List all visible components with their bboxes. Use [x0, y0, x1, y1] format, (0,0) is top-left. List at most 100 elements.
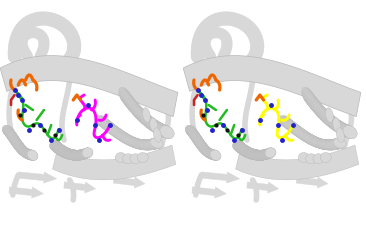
- Ellipse shape: [62, 148, 73, 158]
- Ellipse shape: [115, 152, 126, 162]
- Ellipse shape: [313, 138, 325, 148]
- Ellipse shape: [281, 118, 294, 128]
- Ellipse shape: [9, 134, 20, 145]
- Ellipse shape: [150, 138, 163, 148]
- Ellipse shape: [199, 144, 210, 155]
- Ellipse shape: [307, 136, 320, 146]
- Ellipse shape: [142, 114, 155, 129]
- Ellipse shape: [287, 123, 300, 133]
- Ellipse shape: [283, 120, 296, 130]
- Ellipse shape: [254, 150, 265, 160]
- Ellipse shape: [102, 122, 115, 132]
- Ellipse shape: [233, 141, 244, 151]
- Ellipse shape: [257, 150, 268, 160]
- Ellipse shape: [203, 147, 213, 158]
- Ellipse shape: [78, 149, 89, 160]
- Ellipse shape: [292, 126, 305, 137]
- Ellipse shape: [185, 125, 196, 136]
- Ellipse shape: [77, 150, 88, 160]
- Ellipse shape: [307, 136, 319, 146]
- Ellipse shape: [144, 140, 157, 150]
- Ellipse shape: [236, 143, 247, 153]
- Ellipse shape: [148, 119, 162, 133]
- Ellipse shape: [341, 125, 355, 138]
- Ellipse shape: [259, 150, 270, 160]
- Ellipse shape: [50, 140, 61, 150]
- Ellipse shape: [82, 148, 93, 158]
- Ellipse shape: [139, 140, 152, 150]
- Ellipse shape: [62, 148, 73, 158]
- Ellipse shape: [122, 92, 134, 108]
- Ellipse shape: [9, 134, 19, 144]
- Ellipse shape: [80, 148, 91, 158]
- Ellipse shape: [186, 126, 197, 136]
- Ellipse shape: [194, 138, 205, 148]
- Polygon shape: [53, 145, 176, 180]
- Ellipse shape: [125, 96, 137, 112]
- Ellipse shape: [258, 150, 269, 160]
- Ellipse shape: [310, 137, 323, 147]
- Ellipse shape: [23, 149, 34, 160]
- Ellipse shape: [328, 140, 341, 150]
- Ellipse shape: [69, 150, 80, 160]
- Ellipse shape: [243, 148, 254, 158]
- Ellipse shape: [95, 116, 108, 126]
- Ellipse shape: [194, 138, 205, 148]
- Ellipse shape: [27, 150, 38, 160]
- Ellipse shape: [4, 128, 15, 138]
- Ellipse shape: [239, 146, 250, 156]
- Ellipse shape: [253, 150, 264, 160]
- Ellipse shape: [303, 90, 315, 106]
- Ellipse shape: [128, 100, 141, 116]
- Ellipse shape: [128, 138, 141, 148]
- Ellipse shape: [129, 138, 142, 148]
- Ellipse shape: [333, 118, 341, 132]
- FancyArrow shape: [247, 182, 279, 193]
- Ellipse shape: [6, 130, 17, 140]
- Ellipse shape: [312, 138, 325, 148]
- Ellipse shape: [19, 146, 29, 157]
- Ellipse shape: [190, 131, 201, 141]
- Ellipse shape: [251, 150, 262, 160]
- Ellipse shape: [198, 143, 209, 154]
- Ellipse shape: [10, 135, 20, 145]
- Ellipse shape: [207, 150, 218, 160]
- Ellipse shape: [204, 148, 215, 158]
- Ellipse shape: [197, 142, 208, 152]
- Ellipse shape: [7, 132, 18, 142]
- Ellipse shape: [245, 148, 256, 158]
- Ellipse shape: [125, 136, 138, 146]
- Ellipse shape: [149, 138, 161, 149]
- Ellipse shape: [333, 138, 345, 148]
- Ellipse shape: [251, 150, 262, 160]
- Ellipse shape: [310, 98, 323, 115]
- Ellipse shape: [59, 147, 70, 157]
- Ellipse shape: [189, 130, 200, 140]
- Ellipse shape: [51, 141, 61, 151]
- Ellipse shape: [158, 125, 173, 138]
- Ellipse shape: [209, 150, 220, 160]
- FancyArrow shape: [64, 182, 96, 193]
- Ellipse shape: [52, 143, 63, 153]
- Ellipse shape: [13, 140, 24, 151]
- Ellipse shape: [343, 126, 357, 139]
- Ellipse shape: [142, 108, 150, 122]
- Ellipse shape: [7, 132, 18, 142]
- Ellipse shape: [146, 139, 158, 149]
- Ellipse shape: [154, 123, 168, 136]
- Ellipse shape: [264, 148, 275, 158]
- Ellipse shape: [279, 117, 292, 127]
- Ellipse shape: [116, 131, 128, 141]
- Ellipse shape: [54, 144, 65, 154]
- Ellipse shape: [323, 113, 336, 128]
- Ellipse shape: [188, 129, 199, 140]
- Ellipse shape: [141, 113, 154, 128]
- Ellipse shape: [192, 134, 203, 145]
- Ellipse shape: [325, 140, 338, 150]
- Ellipse shape: [247, 149, 258, 159]
- Ellipse shape: [71, 150, 82, 160]
- Ellipse shape: [265, 148, 276, 158]
- Ellipse shape: [336, 128, 344, 142]
- Ellipse shape: [105, 124, 118, 134]
- Ellipse shape: [134, 106, 147, 122]
